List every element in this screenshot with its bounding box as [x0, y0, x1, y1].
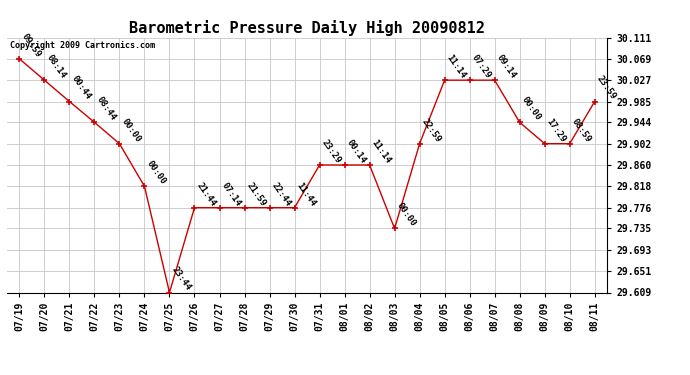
Title: Barometric Pressure Daily High 20090812: Barometric Pressure Daily High 20090812 — [129, 20, 485, 36]
Text: 07:29: 07:29 — [470, 53, 493, 80]
Text: 08:44: 08:44 — [95, 95, 117, 122]
Text: Copyright 2009 Cartronics.com: Copyright 2009 Cartronics.com — [10, 41, 155, 50]
Text: 21:44: 21:44 — [195, 180, 217, 208]
Text: 11:14: 11:14 — [444, 53, 467, 80]
Text: 23:59: 23:59 — [595, 74, 618, 102]
Text: 21:59: 21:59 — [244, 180, 267, 208]
Text: 00:00: 00:00 — [144, 159, 167, 186]
Text: 08:59: 08:59 — [570, 117, 593, 144]
Text: 23:44: 23:44 — [170, 266, 193, 292]
Text: 00:00: 00:00 — [395, 201, 417, 228]
Text: 09:14: 09:14 — [495, 53, 518, 80]
Text: 08:14: 08:14 — [44, 53, 67, 80]
Text: 22:59: 22:59 — [420, 117, 442, 144]
Text: 09:59: 09:59 — [19, 32, 42, 59]
Text: 22:44: 22:44 — [270, 180, 293, 208]
Text: 00:44: 00:44 — [70, 74, 92, 102]
Text: 00:00: 00:00 — [119, 117, 142, 144]
Text: 07:14: 07:14 — [219, 180, 242, 208]
Text: 00:14: 00:14 — [344, 138, 367, 165]
Text: 11:44: 11:44 — [295, 180, 317, 208]
Text: 00:00: 00:00 — [520, 95, 542, 122]
Text: 23:29: 23:29 — [319, 138, 342, 165]
Text: 17:29: 17:29 — [544, 117, 567, 144]
Text: 11:14: 11:14 — [370, 138, 393, 165]
